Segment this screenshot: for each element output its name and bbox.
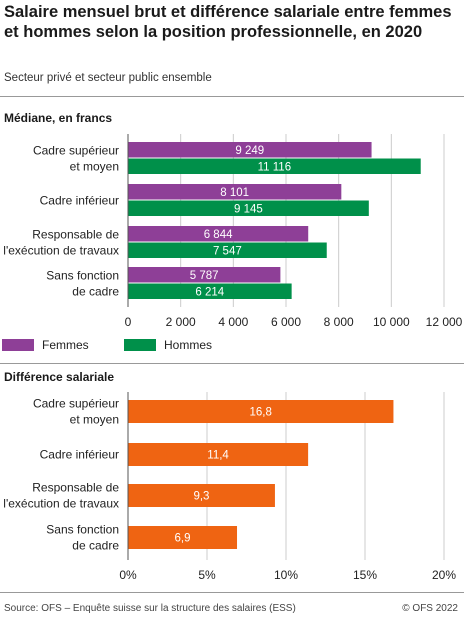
category-label-cadre-superieur-et-moyen: Cadre supérieur <box>33 397 119 411</box>
data-label-femmes: 6 844 <box>204 229 233 241</box>
x-tick-label: 8 000 <box>324 315 354 329</box>
source-note: Source: OFS – Enquête suisse sur la stru… <box>4 603 296 614</box>
legend: Femmes Hommes <box>0 338 464 356</box>
category-label-cadre-superieur-et-moyen: Cadre supérieur <box>33 144 119 158</box>
title-divider <box>0 96 464 97</box>
category-label-cadre-superieur-et-moyen: et moyen <box>70 160 119 174</box>
x-tick-label: 20% <box>432 568 456 582</box>
salary-section-title: Médiane, en francs <box>4 111 113 125</box>
copyright: © OFS 2022 <box>402 603 458 614</box>
legend-swatch-hommes <box>124 339 156 351</box>
legend-label-femmes: Femmes <box>42 338 89 352</box>
category-label-responsable-de-l-execution-de-travaux: l'exécution de travaux <box>3 244 119 258</box>
bar-difference-responsable-de-l-execution-de-travaux <box>128 484 275 507</box>
data-label-difference: 9,3 <box>193 491 209 503</box>
data-label-hommes: 9 145 <box>234 203 263 215</box>
data-label-hommes: 11 116 <box>258 161 291 173</box>
x-tick-label: 6 000 <box>271 315 301 329</box>
category-label-cadre-inferieur: Cadre inférieur <box>40 194 119 208</box>
category-label-sans-fonction-de-cadre: Sans fonction <box>46 523 119 537</box>
x-tick-label: 10 000 <box>373 315 410 329</box>
difference-chart: 0% 5% 10% 15% 20% Cadre supérieur et moyen 16,8… <box>3 392 456 582</box>
bar-hommes-cadre-superieur-et-moyen <box>128 158 421 174</box>
x-tick-label: 0% <box>119 568 137 582</box>
bar-femmes-sans-fonction-de-cadre <box>128 267 281 283</box>
x-tick-label: 5% <box>198 568 216 582</box>
data-label-femmes: 8 101 <box>220 187 249 199</box>
category-label-responsable-de-l-execution-de-travaux: l'exécution de travaux <box>3 497 119 511</box>
bar-difference-cadre-inferieur <box>128 443 309 466</box>
category-label-cadre-superieur-et-moyen: et moyen <box>70 413 119 427</box>
legend-swatch-femmes <box>2 339 34 351</box>
x-tick-label: 10% <box>274 568 298 582</box>
difference-section-title: Différence salariale <box>4 370 115 384</box>
data-label-difference: 16,8 <box>250 407 272 419</box>
x-tick-label: 2 000 <box>166 315 196 329</box>
bar-difference-sans-fonction-de-cadre <box>128 526 238 549</box>
legend-item-femmes: Femmes <box>2 338 89 352</box>
category-label-cadre-inferieur: Cadre inférieur <box>40 448 119 462</box>
category-label-sans-fonction-de-cadre: de cadre <box>72 539 119 553</box>
bar-femmes-cadre-inferieur <box>128 184 342 200</box>
bar-hommes-sans-fonction-de-cadre <box>128 283 292 299</box>
category-label-sans-fonction-de-cadre: de cadre <box>72 285 119 299</box>
data-label-femmes: 9 249 <box>235 145 264 157</box>
bar-femmes-responsable-de-l-execution-de-travaux <box>128 226 309 242</box>
x-tick-label: 15% <box>353 568 377 582</box>
legend-item-hommes: Hommes <box>124 338 212 352</box>
data-label-difference: 11,4 <box>207 450 229 462</box>
category-label-sans-fonction-de-cadre: Sans fonction <box>46 269 119 283</box>
x-tick-label: 0 <box>125 315 132 329</box>
data-label-femmes: 5 787 <box>190 270 219 282</box>
bar-difference-cadre-superieur-et-moyen <box>128 400 394 423</box>
salary-chart: 0 2 000 4 000 6 000 8 000 10 000 12 000 Cadre s… <box>3 134 463 329</box>
data-label-difference: 6,9 <box>175 533 191 545</box>
data-label-hommes: 7 547 <box>213 245 242 257</box>
bar-hommes-responsable-de-l-execution-de-travaux <box>128 242 327 258</box>
bar-femmes-cadre-superieur-et-moyen <box>128 142 372 158</box>
x-tick-label: 4 000 <box>218 315 248 329</box>
chart-title: Salaire mensuel brut et différence salar… <box>4 3 452 41</box>
legend-label-hommes: Hommes <box>164 338 213 352</box>
footer-divider <box>0 592 464 593</box>
chart-subtitle: Secteur privé et secteur public ensemble <box>4 72 212 84</box>
category-label-responsable-de-l-execution-de-travaux: Responsable de <box>32 481 119 495</box>
data-label-hommes: 6 214 <box>195 286 224 298</box>
x-tick-label: 12 000 <box>426 315 463 329</box>
bar-hommes-cadre-inferieur <box>128 200 369 216</box>
section-divider <box>0 363 464 364</box>
category-label-responsable-de-l-execution-de-travaux: Responsable de <box>32 228 119 242</box>
